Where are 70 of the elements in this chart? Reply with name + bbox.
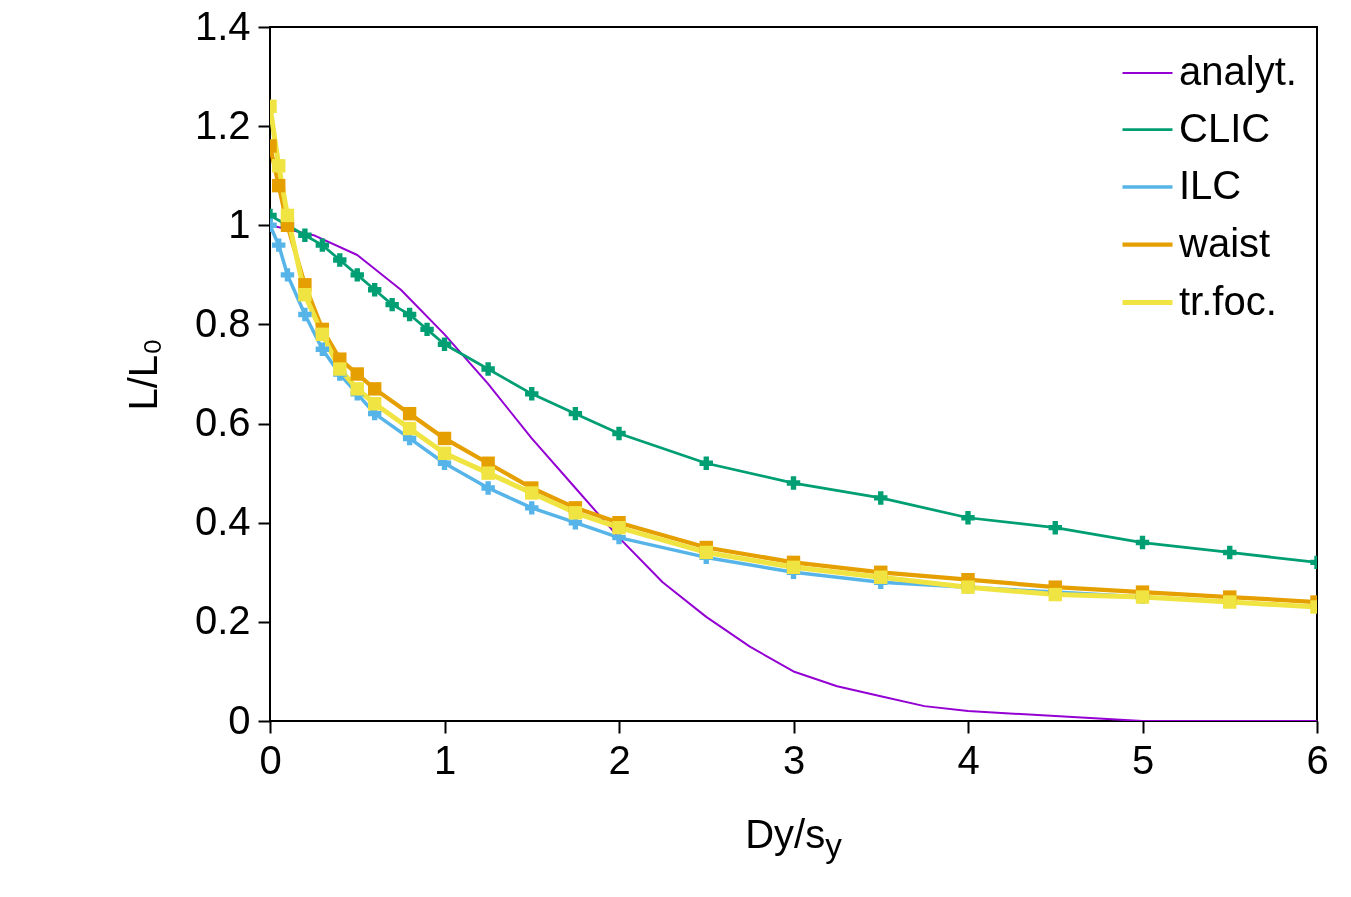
point — [525, 387, 539, 401]
point — [350, 367, 364, 381]
y-tick-label: 0.6 — [194, 400, 251, 445]
x-tick-label: 2 — [608, 737, 631, 782]
point — [525, 501, 539, 515]
point — [350, 268, 364, 282]
point — [280, 268, 295, 282]
point — [367, 382, 382, 396]
point — [1223, 595, 1237, 609]
point — [437, 337, 452, 351]
point — [315, 238, 330, 252]
y-tick-label: 0 — [228, 697, 251, 742]
point — [874, 491, 888, 505]
point — [367, 397, 382, 411]
point — [333, 362, 347, 376]
y-tick-label: 0.4 — [194, 499, 251, 544]
y-tick-label: 1.4 — [194, 3, 251, 48]
x-tick-label: 4 — [957, 737, 980, 782]
point — [1223, 545, 1237, 560]
point — [272, 238, 286, 252]
point — [367, 283, 382, 297]
x-tick-label: 1 — [433, 737, 457, 782]
x-axis-title: Dy/s$_{y}$ — [744, 812, 843, 865]
point — [874, 570, 888, 584]
point — [786, 476, 801, 490]
x-tick-label: 0 — [259, 737, 282, 782]
point — [481, 466, 495, 480]
point — [1135, 535, 1150, 550]
point — [612, 520, 626, 535]
point — [272, 178, 286, 193]
point — [350, 382, 364, 396]
point — [333, 253, 347, 267]
point — [1048, 520, 1062, 535]
y-tick-label: 0.8 — [194, 300, 251, 345]
y-tick-label: 0.2 — [194, 598, 251, 643]
legend-label: analyt. — [1179, 49, 1297, 93]
point — [298, 228, 312, 242]
point — [525, 486, 539, 500]
point — [437, 446, 452, 461]
legend-label: waist — [1178, 220, 1271, 265]
x-tick-label: 6 — [1306, 737, 1329, 782]
legend-label: CLIC — [1179, 105, 1271, 150]
point — [481, 481, 495, 495]
point — [272, 159, 286, 173]
point — [961, 511, 975, 525]
point — [315, 342, 330, 356]
point — [568, 506, 583, 520]
point — [298, 287, 312, 302]
legend-label: tr.foc. — [1179, 278, 1277, 323]
point — [385, 297, 399, 312]
y-tick-label: 1.2 — [194, 102, 251, 147]
point — [298, 307, 312, 322]
y-axis-title: L/L₀ — [120, 338, 165, 411]
point — [786, 560, 801, 575]
point — [612, 426, 626, 441]
x-tick-label: 3 — [782, 737, 806, 782]
point — [699, 456, 713, 470]
point — [402, 421, 417, 436]
point — [402, 307, 417, 322]
point — [420, 322, 434, 337]
point — [315, 327, 330, 342]
point — [402, 406, 417, 421]
point — [568, 406, 583, 421]
x-tick-label: 5 — [1131, 737, 1155, 782]
legend-label: ILC — [1179, 163, 1242, 207]
y-tick-label: 1 — [228, 201, 251, 246]
point — [481, 362, 495, 376]
point — [280, 208, 295, 223]
point — [699, 545, 713, 560]
point — [437, 431, 452, 446]
